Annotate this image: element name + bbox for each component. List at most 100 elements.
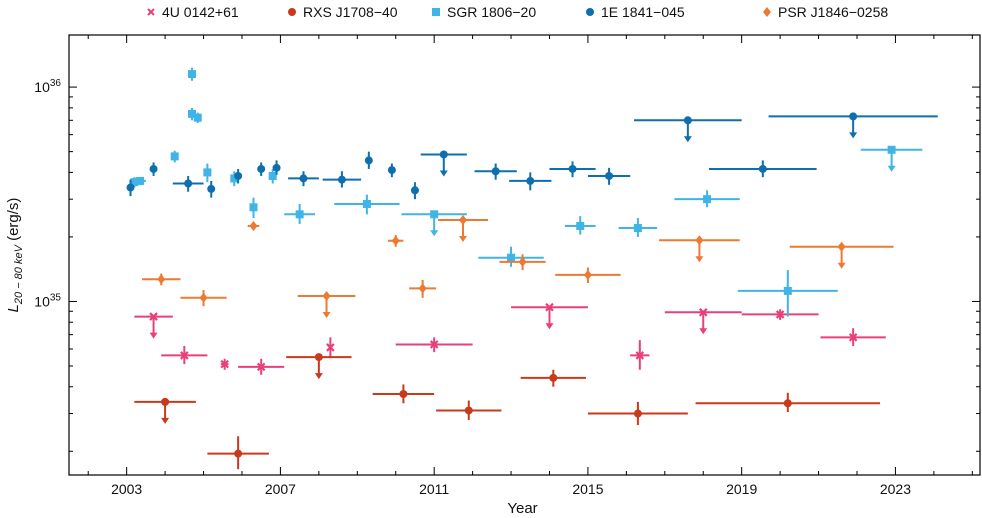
data-marker-square bbox=[703, 195, 712, 204]
data-point bbox=[388, 235, 404, 247]
upper-limit-arrow bbox=[887, 165, 896, 172]
upper-limit-arrow bbox=[322, 312, 331, 319]
data-point bbox=[207, 180, 216, 198]
data-marker-circle bbox=[683, 116, 692, 125]
data-marker-diamond bbox=[518, 256, 527, 267]
data-point bbox=[268, 168, 277, 184]
y-axis-label-group: L20 − 80 keV (erg/s) bbox=[5, 198, 25, 313]
x-tick-label: 2007 bbox=[265, 481, 296, 497]
data-marker-circle bbox=[526, 176, 535, 185]
series-0 bbox=[134, 302, 886, 375]
upper-limit-arrow bbox=[699, 328, 708, 335]
legend-item: 4U 0142+61 bbox=[146, 4, 239, 20]
upper-limit-arrow bbox=[149, 332, 158, 339]
data-point bbox=[238, 358, 285, 375]
data-point bbox=[188, 67, 197, 81]
data-point bbox=[768, 112, 938, 139]
data-point bbox=[564, 216, 596, 235]
legend-item: PSR J1846−0258 bbox=[762, 4, 888, 20]
data-point bbox=[249, 197, 258, 219]
data-point bbox=[436, 400, 502, 420]
data-point bbox=[478, 246, 544, 267]
data-point bbox=[860, 145, 923, 172]
data-marker-circle bbox=[439, 150, 448, 159]
data-marker-square bbox=[887, 145, 896, 154]
data-point bbox=[618, 218, 658, 237]
data-marker-circle bbox=[234, 449, 243, 458]
data-point bbox=[334, 194, 400, 215]
data-point bbox=[188, 107, 197, 121]
data-marker-x bbox=[180, 351, 189, 360]
data-point bbox=[142, 273, 181, 286]
data-point bbox=[387, 163, 396, 178]
data-point bbox=[420, 150, 467, 177]
upper-limit-arrow bbox=[439, 170, 448, 177]
data-marker-x-stroke bbox=[775, 310, 785, 319]
data-marker-circle bbox=[633, 409, 642, 418]
data-marker-x-stroke bbox=[698, 308, 708, 317]
data-point bbox=[741, 309, 819, 320]
data-point bbox=[401, 210, 467, 237]
data-marker-circle bbox=[207, 184, 216, 193]
data-point bbox=[326, 337, 335, 358]
data-point bbox=[297, 291, 356, 319]
legend-label: 4U 0142+61 bbox=[162, 4, 239, 20]
data-point bbox=[509, 172, 552, 191]
data-marker-diamond bbox=[391, 235, 400, 246]
data-marker-square bbox=[188, 109, 197, 118]
data-marker-x bbox=[326, 343, 335, 352]
data-marker-x bbox=[775, 310, 785, 319]
upper-limit-arrow bbox=[545, 323, 554, 330]
data-marker-x-stroke bbox=[326, 343, 335, 352]
data-marker-diamond bbox=[157, 274, 166, 285]
data-marker-square bbox=[430, 210, 439, 219]
data-point bbox=[134, 176, 146, 185]
data-marker-x bbox=[149, 312, 158, 321]
data-marker-x-stroke bbox=[429, 340, 439, 349]
data-marker-diamond bbox=[249, 220, 258, 231]
data-marker-square bbox=[136, 176, 145, 185]
data-marker-circle bbox=[337, 175, 346, 184]
data-marker-diamond bbox=[199, 292, 208, 303]
x-tick-label: 2003 bbox=[111, 481, 142, 497]
data-marker-square bbox=[633, 224, 642, 233]
y-axis-label: L20 − 80 keV (erg/s) bbox=[5, 198, 25, 313]
legend-marker bbox=[432, 8, 440, 16]
data-marker-x bbox=[698, 308, 708, 317]
data-point bbox=[172, 175, 204, 192]
data-marker-square bbox=[188, 70, 197, 79]
data-marker-square bbox=[130, 178, 139, 187]
data-marker-circle bbox=[126, 183, 135, 192]
data-marker-x-stroke bbox=[220, 359, 229, 369]
data-point bbox=[674, 190, 740, 208]
data-point bbox=[364, 151, 373, 169]
series-1 bbox=[134, 353, 881, 470]
x-tick-label: 2023 bbox=[880, 481, 911, 497]
data-point bbox=[664, 308, 742, 335]
data-point bbox=[134, 397, 196, 424]
data-point bbox=[549, 161, 596, 178]
legend-marker bbox=[586, 8, 594, 16]
data-marker-circle bbox=[184, 179, 193, 188]
data-point bbox=[161, 345, 208, 365]
data-point bbox=[410, 182, 419, 200]
series-2 bbox=[130, 67, 923, 317]
data-marker-x-stroke bbox=[635, 351, 645, 360]
data-marker-circle bbox=[149, 164, 158, 173]
data-marker-square bbox=[249, 203, 258, 212]
data-marker-diamond bbox=[583, 269, 592, 280]
data-point bbox=[193, 112, 202, 123]
legend-item: RXS J1708−40 bbox=[287, 4, 398, 20]
data-point bbox=[372, 384, 435, 404]
data-point bbox=[499, 254, 546, 271]
data-marker-square bbox=[362, 199, 371, 208]
legend-marker bbox=[288, 8, 296, 16]
data-point bbox=[170, 150, 179, 163]
data-marker-circle bbox=[491, 167, 500, 176]
data-point bbox=[709, 160, 817, 178]
data-point bbox=[288, 171, 319, 187]
data-marker-circle bbox=[257, 164, 266, 173]
data-marker-x-stroke bbox=[256, 362, 266, 372]
data-marker-square bbox=[203, 168, 212, 177]
